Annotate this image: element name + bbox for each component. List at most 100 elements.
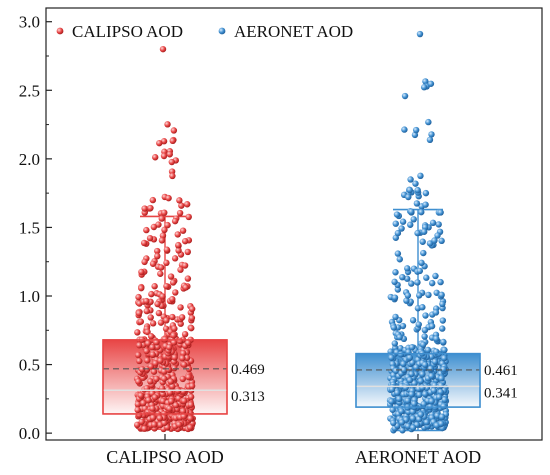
data-point <box>401 92 409 100</box>
data-point <box>439 300 446 308</box>
data-point <box>178 314 186 321</box>
data-point <box>188 324 195 332</box>
data-point <box>440 366 447 373</box>
data-point <box>435 393 443 401</box>
data-point <box>414 279 421 286</box>
data-point <box>409 424 417 431</box>
data-point <box>394 286 402 293</box>
y-axis: 0.0 0.5 1.0 1.5 2.0 2.5 3.0 <box>19 13 52 443</box>
data-point <box>149 344 156 351</box>
data-point <box>179 354 186 362</box>
data-point <box>172 289 179 296</box>
data-point <box>161 226 168 234</box>
data-point <box>168 397 175 405</box>
data-point <box>413 364 420 371</box>
data-point <box>144 328 151 336</box>
data-point <box>180 413 188 420</box>
data-point <box>170 127 178 134</box>
data-point <box>157 319 165 326</box>
data-point <box>136 357 143 365</box>
data-point <box>171 255 179 262</box>
data-point <box>398 225 405 232</box>
data-point <box>160 138 168 145</box>
data-point <box>176 197 183 204</box>
data-point <box>146 234 154 242</box>
data-point <box>149 196 157 204</box>
data-point <box>401 126 408 133</box>
data-point <box>428 397 435 405</box>
data-point <box>433 335 440 342</box>
data-point <box>440 403 447 410</box>
data-point <box>186 424 194 431</box>
x-axis: CALIPSO AOD AERONET AOD <box>106 434 481 467</box>
data-point <box>399 273 406 281</box>
data-point <box>399 322 407 330</box>
data-point <box>185 373 192 381</box>
data-point <box>151 283 158 290</box>
data-point <box>147 204 154 212</box>
data-point <box>390 419 397 427</box>
data-point <box>388 398 395 405</box>
data-point <box>397 351 405 358</box>
data-point <box>389 406 396 413</box>
data-point <box>399 218 407 225</box>
data-point <box>420 228 428 235</box>
data-point <box>145 396 152 404</box>
data-point <box>411 400 418 407</box>
data-point <box>163 246 171 253</box>
data-point <box>406 354 413 361</box>
plot-frame <box>45 7 543 441</box>
data-point <box>440 338 447 346</box>
data-point <box>143 307 150 315</box>
legend-label: CALIPSO AOD <box>72 22 183 41</box>
data-point <box>159 397 167 405</box>
data-point <box>171 365 178 372</box>
data-point <box>176 209 184 217</box>
data-point <box>438 237 445 245</box>
data-point <box>163 282 170 290</box>
data-point <box>149 414 157 421</box>
data-point <box>159 293 166 300</box>
data-point <box>409 415 417 422</box>
data-point <box>150 223 158 231</box>
data-point <box>187 393 195 401</box>
data-point <box>417 411 425 418</box>
data-point <box>407 176 414 183</box>
data-point <box>392 269 399 276</box>
data-point <box>439 325 446 332</box>
data-point <box>437 382 445 389</box>
data-point <box>153 339 160 346</box>
data-point <box>405 193 412 201</box>
data-point <box>422 78 429 85</box>
data-point <box>164 121 171 128</box>
data-point <box>134 401 142 408</box>
data-point <box>171 325 178 332</box>
data-point <box>423 274 430 281</box>
data-point <box>414 229 421 237</box>
data-point <box>419 370 426 378</box>
data-point <box>421 390 429 398</box>
data-point <box>438 413 446 421</box>
data-point <box>175 421 183 428</box>
data-point <box>428 372 435 380</box>
data-point <box>434 412 441 419</box>
data-point <box>183 201 191 208</box>
data-point <box>396 333 403 341</box>
data-point <box>175 247 182 254</box>
data-point <box>404 397 412 404</box>
data-point <box>158 215 165 222</box>
data-point <box>421 326 429 334</box>
data-point <box>152 154 159 161</box>
data-point <box>185 213 192 221</box>
data-point <box>427 365 434 372</box>
data-point <box>424 346 432 354</box>
data-point <box>406 186 413 194</box>
data-point <box>177 266 184 273</box>
data-point <box>416 292 423 299</box>
mean-value-label: 0.469 <box>231 362 265 378</box>
data-point <box>438 420 445 427</box>
data-point <box>393 211 401 218</box>
data-point <box>147 314 154 321</box>
data-point <box>135 293 142 301</box>
data-point <box>390 324 397 331</box>
